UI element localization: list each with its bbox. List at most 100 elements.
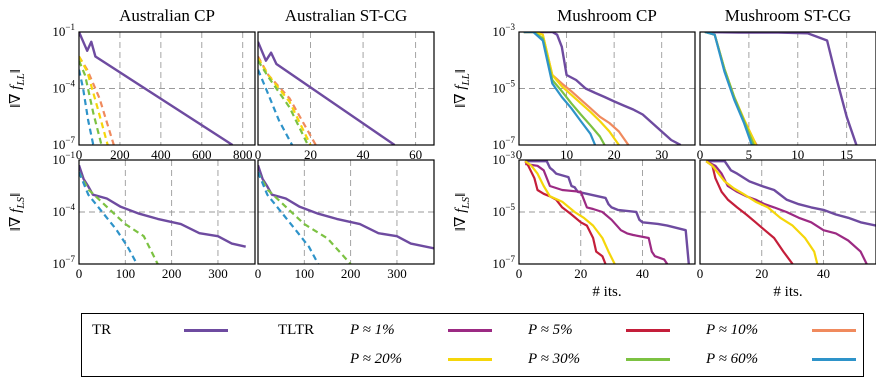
x-tick-label: 100 [295,266,315,281]
legend-swatch-p20 [448,358,492,361]
x-axis-label: # its. [773,284,802,300]
legend-label-tr: TR [92,322,112,338]
x-tick-label: 0 [697,266,704,281]
series-line-p60 [79,171,138,264]
x-tick-label: 60 [409,147,422,162]
series-line-p1 [705,160,868,264]
series-line-p30 [258,60,309,145]
x-tick-label: 300 [387,266,407,281]
legend-swatch-p5 [626,329,670,332]
series-line-tr [258,164,434,250]
y-tick-label: 10−4 [52,202,75,219]
y-tick-label: 10−3 [492,150,515,167]
series-line-p30 [79,171,159,264]
series-line-p30 [79,60,103,145]
series-line-p60 [704,32,753,145]
y-axis-label-6: ‖∇ fLS‖ [453,193,472,231]
x-tick-label: 0 [516,266,523,281]
legend-label-p60: P ≈ 60% [706,351,759,367]
y-axis-label-4: ‖∇ fLL‖ [453,69,472,108]
chart-panel-0: 0 200 400 600 800 10−1 10−4 10−7 Australian CP [52,6,256,162]
series-line-p10 [258,55,317,145]
legend-label-p1: P ≈ 1% [350,322,395,338]
x-tick-label: 100 [116,266,136,281]
x-tick-label: 20 [608,147,621,162]
plot-frame [257,159,435,265]
series-line-p30 [258,171,352,264]
plot-frame [699,31,876,146]
legend-swatch-tr [184,329,228,332]
x-tick-label: 10 [791,147,804,162]
chart-title: Australian ST-CG [285,6,408,25]
x-tick-label: 200 [162,266,182,281]
legend-swatch-p60 [812,358,856,361]
series-line-tr [525,160,690,264]
chart-panel-3: 0 100 200 300 [255,159,435,281]
y-tick-label: 10−5 [492,79,515,96]
x-axis-label: # its. [592,284,621,300]
plot-frame [78,159,256,265]
y-tick-label: 10−3 [492,22,515,39]
y-tick-label: 10−7 [492,135,515,152]
series-line-tr [79,32,234,145]
y-tick-label: 10−5 [492,202,515,219]
y-tick-label: 10−7 [492,254,515,271]
svg-text:‖∇ fLS‖: ‖∇ fLS‖ [8,193,27,231]
x-tick-label: 40 [636,266,649,281]
y-tick-label: 10−4 [52,79,75,96]
plot-frame [699,159,876,265]
series-line-tr [258,41,396,145]
x-tick-label: 600 [192,147,212,162]
legend-swatch-p10 [812,329,856,332]
x-tick-label: 20 [755,266,768,281]
series-line-p20 [523,32,620,145]
legend-label-tltr: TLTR [278,322,315,338]
chart-panel-5: 0 5 10 15 Mushroom ST-CG [697,6,876,162]
series-line-p60 [79,69,95,145]
x-tick-label: 200 [110,147,130,162]
x-tick-label: 5 [746,147,753,162]
plot-frame [78,31,256,146]
legend-box: TR TLTR P ≈ 1% P ≈ 5% P ≈ 10% P ≈ 20% P … [81,313,864,377]
series-line-p20 [79,55,109,145]
series-line-tr [706,160,876,227]
x-tick-label: 15 [840,147,853,162]
x-tick-label: 200 [341,266,361,281]
chart-panel-4: 0 10 20 30 10−3 10−5 10−7 Mushroom CP [492,6,696,162]
series-line-p5 [524,160,607,264]
legend-label-p10: P ≈ 10% [706,322,759,338]
x-tick-label: 20 [304,147,317,162]
svg-text:‖∇ fLL‖: ‖∇ fLL‖ [8,69,27,108]
x-tick-label: 40 [817,266,830,281]
x-tick-label: 30 [655,147,668,162]
plot-frame [518,31,696,146]
plot-frame [518,159,696,265]
x-tick-label: 800 [233,147,253,162]
series-line-p10 [79,55,115,145]
legend-label-p20: P ≈ 20% [350,351,403,367]
chart-panel-2: 0 100 200 300 10−1 10−4 10−7 [52,150,256,281]
x-tick-label: 40 [357,147,370,162]
legend-label-p30: P ≈ 30% [528,351,581,367]
legend-swatch-p1 [448,329,492,332]
x-tick-label: 300 [208,266,228,281]
y-tick-label: 10−1 [52,22,75,39]
svg-text:‖∇ fLL‖: ‖∇ fLL‖ [453,69,472,108]
chart-title: Mushroom CP [557,6,657,25]
series-line-p60 [258,69,294,145]
chart-panel-6: 0 20 40 10−3 10−5 10−7 # its. [492,150,696,300]
y-tick-label: 10−7 [52,254,75,271]
x-tick-label: 0 [516,147,523,162]
series-line-tr [523,32,682,145]
series-line-p1 [525,162,669,264]
series-line-p20 [705,160,819,264]
legend-label-p5: P ≈ 5% [528,322,573,338]
plot-frame [257,31,435,146]
chart-title: Mushroom ST-CG [725,6,851,25]
series-line-tr [79,164,246,248]
y-axis-label-2: ‖∇ fLS‖ [8,193,27,231]
x-tick-label: 400 [151,147,171,162]
series-line-p5 [705,160,794,264]
y-tick-label: 10−1 [52,150,75,167]
